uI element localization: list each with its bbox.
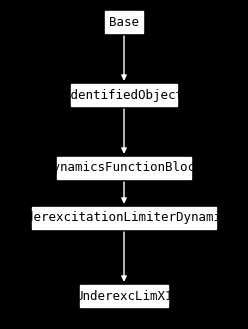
FancyBboxPatch shape <box>32 207 216 229</box>
FancyBboxPatch shape <box>80 285 168 307</box>
FancyBboxPatch shape <box>57 157 191 179</box>
Text: Base: Base <box>109 15 139 29</box>
Text: UnderexcLimX1: UnderexcLimX1 <box>75 290 173 302</box>
Text: IdentifiedObject: IdentifiedObject <box>64 89 184 102</box>
Text: DynamicsFunctionBlock: DynamicsFunctionBlock <box>45 162 203 174</box>
FancyBboxPatch shape <box>105 11 143 33</box>
Text: UnderexcitationLimiterDynamics: UnderexcitationLimiterDynamics <box>11 212 237 224</box>
FancyBboxPatch shape <box>71 84 177 106</box>
